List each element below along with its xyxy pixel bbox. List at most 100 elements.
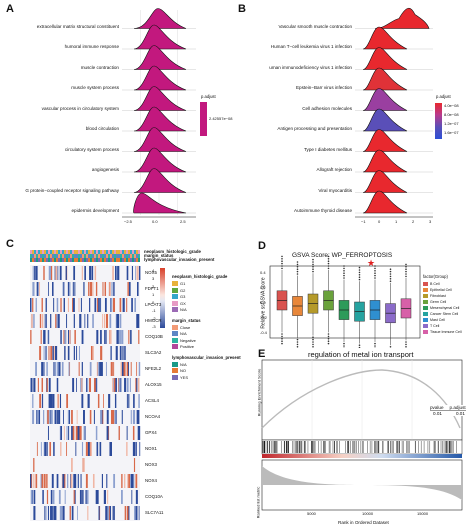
gene-label: NCOA4	[145, 414, 161, 419]
heatmap-cell	[92, 346, 94, 360]
outlier-d	[327, 262, 330, 265]
heatmap-cell	[83, 282, 85, 296]
heatmap-cell	[137, 426, 140, 440]
heatmap-cell	[132, 442, 136, 456]
outlier-d	[281, 338, 283, 340]
annotation-cell	[110, 258, 112, 262]
annotation-cell	[84, 250, 86, 254]
heatmap-cell	[59, 394, 62, 408]
outlier-d	[389, 346, 392, 348]
heatmap-cell	[103, 490, 106, 504]
heatmap-cell	[100, 362, 103, 376]
heatmap-cell	[36, 410, 38, 424]
annotation-cell	[104, 254, 106, 258]
heatmap-cell	[105, 330, 107, 344]
annotation-cell	[94, 250, 96, 254]
heatmap-cell	[65, 266, 67, 280]
legend-gradient-b	[435, 103, 442, 139]
annotation-cell	[90, 250, 92, 254]
gene-label: NOX1	[145, 446, 157, 451]
legend-title-c: margin_status	[172, 317, 201, 323]
term-label-b: Cell adhesion molecules	[302, 105, 352, 111]
outlier-d	[358, 278, 361, 281]
heatmap-cell	[58, 362, 61, 376]
table-value-padjust: 0.01	[455, 411, 465, 416]
heatmap-cell	[47, 426, 49, 440]
legend-item-d: Tissue Immune Cell	[423, 330, 462, 335]
heatmap-cell	[138, 506, 140, 520]
heatmap-cell	[77, 474, 79, 488]
heatmap-cell	[33, 490, 36, 504]
annotation-cell	[96, 250, 98, 254]
legend-label: NO	[180, 368, 186, 373]
heatmap-cell	[43, 362, 45, 376]
annotation-cell	[78, 250, 80, 254]
heatmap-cell	[111, 282, 113, 296]
annotation-cell	[116, 258, 118, 262]
annotation-cell	[100, 258, 102, 262]
annotation-cell	[116, 250, 118, 254]
annotation-cell	[34, 258, 36, 262]
heatmap-cell	[109, 314, 112, 328]
annotation-cell	[86, 258, 88, 262]
term-label-a: muscle system process	[71, 85, 119, 90]
heatmap-cell	[49, 394, 52, 408]
heatmap-cell	[46, 362, 48, 376]
annotation-cell	[54, 254, 56, 258]
outlier-d	[374, 270, 376, 272]
heatmap-cell	[67, 346, 70, 360]
heatmap-cell	[126, 442, 128, 456]
heatmap-cell	[57, 362, 59, 376]
heatmap-cell	[63, 298, 65, 312]
annotation-cell	[48, 258, 50, 262]
annotation-cell	[32, 254, 34, 258]
heatmap-cell	[128, 394, 130, 408]
heatmap-cell	[46, 490, 49, 504]
outlier-d	[343, 265, 345, 267]
term-label-b: uman immunodeficiency virus 1 infection	[269, 64, 352, 70]
heatmap-cell	[55, 346, 58, 360]
annotation-cell	[36, 258, 38, 262]
heatmap-cell	[131, 474, 134, 488]
annotation-cell	[42, 258, 44, 262]
table-header-pvalue: pvalue	[430, 405, 444, 410]
annotation-cell	[102, 250, 104, 254]
heatmap-cell	[56, 474, 59, 488]
heatmap-cell	[89, 282, 93, 296]
legend-item-d: B Cell	[423, 282, 440, 287]
heatmap-cell	[79, 490, 81, 504]
outlier-d	[358, 274, 361, 276]
ridge-b	[362, 67, 408, 91]
heatmap-cell	[39, 346, 42, 360]
heatmap-cell	[100, 330, 102, 344]
heatmap-cell	[62, 506, 65, 520]
outlier-d	[296, 268, 299, 270]
term-label-b: Human T−cell leukemia virus 1 infection	[270, 44, 352, 49]
panel-label-c: C	[6, 238, 14, 250]
heatmap-cell	[95, 378, 97, 392]
heatmap-cell	[72, 298, 75, 312]
heatmap-cell	[133, 394, 135, 408]
outlier-d	[405, 270, 407, 273]
legend-label: B Cell	[430, 282, 440, 286]
annotation-cell	[122, 250, 124, 254]
ridge-b	[362, 190, 408, 214]
heatmap-cell	[57, 314, 60, 328]
heatmap-cell	[79, 426, 82, 440]
heatmap-cell	[39, 314, 42, 328]
heatmap-cell	[127, 362, 129, 376]
panel-label-a: A	[6, 3, 14, 15]
heatmap-cell	[78, 346, 80, 360]
scale-tick: -3	[152, 324, 156, 329]
annotation-cell	[120, 258, 122, 262]
heatmap-cell	[41, 298, 43, 312]
annotation-cell	[34, 254, 36, 258]
heatmap-cell	[136, 266, 139, 280]
xtick-b: 2	[412, 219, 415, 224]
legend-title-b: p.adjust	[436, 94, 451, 99]
heatmap-cell	[57, 394, 59, 408]
term-label-a: epidermis development	[71, 208, 120, 213]
outlier-d	[312, 343, 314, 346]
annotation-cell	[120, 254, 122, 258]
heatmap-cell	[40, 330, 42, 344]
